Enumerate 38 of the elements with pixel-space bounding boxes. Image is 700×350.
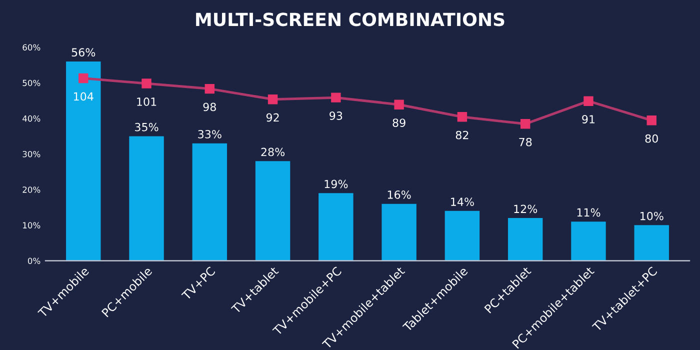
data-label: 101 (137, 98, 156, 106)
data-label: 93 (330, 112, 342, 120)
data-label: 28% (261, 148, 285, 156)
y-tick-label: 40% (22, 115, 40, 122)
chart-title: MULTI-SCREEN COMBINATIONS (196, 12, 504, 26)
data-label: 91 (582, 115, 595, 124)
bar (255, 161, 290, 261)
y-tick-label: 0% (28, 258, 40, 264)
bar (192, 143, 228, 261)
data-label: 56% (72, 48, 96, 57)
data-label: 82 (456, 130, 468, 140)
data-label: 35% (135, 122, 158, 132)
bar (318, 193, 354, 261)
data-label: 19% (324, 180, 348, 188)
y-tick-label: 50% (22, 80, 40, 86)
bar (571, 222, 606, 261)
data-label: 92 (266, 113, 279, 122)
y-tick-label: 10% (23, 222, 40, 228)
bar (508, 218, 543, 261)
data-label: 14% (451, 198, 474, 206)
data-label: 10% (640, 212, 664, 220)
data-label: 33% (198, 130, 222, 138)
bar (444, 210, 480, 261)
y-tick-label: 30% (22, 150, 40, 158)
data-label: 12% (514, 204, 538, 214)
bar (66, 61, 101, 261)
bar (382, 204, 416, 261)
data-label: 16% (388, 190, 411, 199)
bar (129, 136, 164, 261)
y-tick-label: 20% (22, 186, 40, 193)
data-label: 11% (577, 208, 600, 217)
data-label: 78 (519, 138, 532, 146)
data-label: 80 (645, 134, 658, 143)
data-label: 104 (74, 92, 94, 101)
y-tick-label: 60% (22, 44, 40, 51)
data-label: 98 (203, 102, 216, 112)
bar (634, 225, 669, 261)
data-label: 89 (392, 118, 406, 127)
